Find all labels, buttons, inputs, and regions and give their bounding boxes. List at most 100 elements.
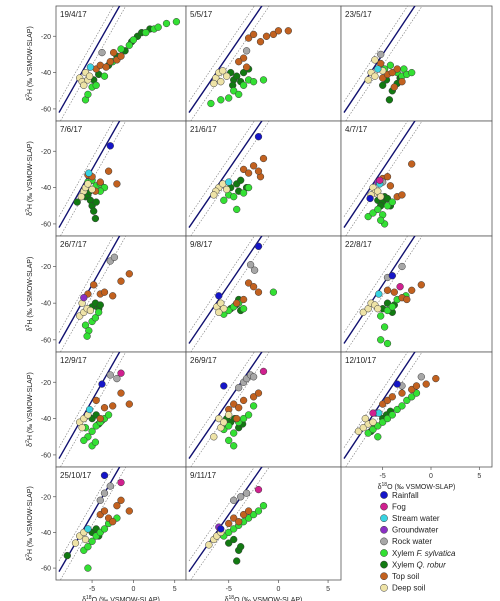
point-deep-soil	[361, 414, 369, 423]
point-top-soil	[104, 167, 113, 175]
data-points	[76, 253, 133, 340]
point-deep-soil	[223, 72, 231, 80]
gmwl-line	[343, 121, 416, 228]
point-top-soil	[256, 38, 265, 46]
point-top-soil	[403, 295, 411, 304]
point-xylem-q-robur	[92, 198, 100, 206]
gmwl-line	[58, 236, 121, 344]
y-tick-label: -40	[41, 530, 51, 537]
legend-marker	[380, 572, 388, 581]
point-xylem-f-sylvatica	[388, 198, 396, 206]
point-rock-water	[246, 261, 255, 269]
point-rainfall	[366, 194, 374, 203]
panel-date: 25/10/17	[60, 471, 92, 480]
y-tick-label: -40	[41, 301, 51, 308]
point-xylem-f-sylvatica	[230, 442, 238, 450]
point-rock-water	[242, 489, 251, 497]
point-top-soil	[102, 63, 110, 71]
point-top-soil	[239, 165, 248, 174]
panel-7: 26/7/17 -60 -40 -20 δ2H (‰ VSMOW-SLAP)	[25, 235, 187, 353]
point-deep-soil	[220, 418, 228, 426]
point-top-soil	[100, 288, 109, 296]
point-top-soil	[125, 400, 133, 408]
legend-marker	[380, 537, 388, 546]
x-tick-label: 0	[276, 586, 280, 593]
point-top-soil	[117, 496, 125, 504]
point-deep-soil	[359, 308, 367, 316]
point-top-soil	[100, 507, 109, 515]
panel-5: 21/6/17	[185, 120, 342, 237]
point-top-soil	[388, 68, 396, 77]
point-rainfall	[217, 525, 225, 533]
point-deep-soil	[369, 418, 377, 426]
point-xylem-f-sylvatica	[225, 94, 233, 102]
point-xylem-f-sylvatica	[100, 72, 109, 80]
panel-12: 12/10/17 -5 0 5 δ18O (‰ VSMOW-SLAP)	[340, 351, 493, 491]
point-xylem-f-sylvatica	[239, 189, 248, 197]
point-rock-water	[100, 489, 109, 497]
point-deep-soil	[371, 56, 379, 64]
y-axis-label: δ2H (‰ VSMOW-SLAP)	[25, 486, 34, 561]
point-xylem-f-sylvatica	[386, 61, 395, 69]
point-top-soil	[109, 402, 117, 410]
point-xylem-q-robur	[96, 301, 104, 309]
point-xylem-f-sylvatica	[403, 396, 411, 405]
point-deep-soil	[374, 305, 382, 313]
point-top-soil	[90, 281, 98, 289]
point-xylem-f-sylvatica	[84, 90, 92, 99]
point-xylem-f-sylvatica	[81, 321, 90, 329]
point-deep-soil	[84, 180, 92, 188]
point-xylem-q-robur	[91, 214, 100, 223]
x-tick-label: 0	[131, 586, 135, 593]
point-xylem-f-sylvatica	[244, 183, 253, 192]
point-stream-water	[86, 63, 95, 71]
point-deep-soil	[78, 424, 86, 432]
point-top-soil	[125, 507, 133, 515]
gmwl-line	[58, 121, 121, 228]
point-xylem-f-sylvatica	[374, 422, 382, 430]
point-top-soil	[432, 374, 440, 383]
point-top-soil	[244, 279, 253, 287]
point-xylem-f-sylvatica	[162, 19, 171, 28]
panel-date: 22/8/17	[345, 240, 372, 249]
point-deep-soil	[219, 67, 227, 75]
panel-date: 7/6/17	[60, 125, 83, 134]
point-deep-soil	[217, 424, 225, 432]
panel-date: 26/7/17	[60, 240, 87, 249]
y-axis-label: δ2H (‰ VSMOW-SLAP)	[25, 372, 34, 447]
panel-date: 5/5/17	[190, 10, 213, 19]
point-xylem-f-sylvatica	[249, 510, 258, 519]
point-xylem-f-sylvatica	[225, 528, 233, 537]
panel-3: 23/5/17	[340, 5, 493, 122]
lmwl-lower	[190, 6, 270, 121]
y-axis-label: δ2H (‰ VSMOW-SLAP)	[25, 141, 34, 216]
y-tick-label: -60	[41, 106, 51, 113]
reference-lines	[343, 6, 423, 121]
point-xylem-q-robur	[239, 68, 248, 77]
point-xylem-f-sylvatica	[239, 81, 248, 89]
point-top-soil	[254, 389, 263, 397]
point-top-soil	[408, 160, 416, 168]
panel-date: 12/9/17	[60, 356, 87, 365]
point-rainfall	[254, 242, 263, 250]
point-xylem-f-sylvatica	[269, 288, 278, 296]
point-xylem-f-sylvatica	[230, 525, 238, 533]
legend-label: Groundwater	[392, 526, 439, 535]
point-top-soil	[239, 295, 248, 304]
point-stream-water	[225, 178, 233, 186]
point-xylem-q-robur	[90, 207, 98, 215]
point-rock-water	[113, 374, 121, 383]
point-deep-soil	[81, 535, 90, 544]
point-top-soil	[390, 83, 398, 91]
data-points	[364, 160, 416, 228]
y-tick-label: -20	[41, 34, 51, 41]
data-points	[354, 373, 440, 441]
reference-lines	[58, 121, 127, 236]
point-top-soil	[239, 396, 248, 405]
legend-label: Rainfall	[392, 491, 419, 500]
point-top-soil	[254, 167, 263, 175]
point-rock-water	[106, 482, 114, 490]
point-groundwater	[80, 294, 88, 302]
point-xylem-f-sylvatica	[239, 305, 248, 313]
point-xylem-f-sylvatica	[374, 433, 382, 441]
